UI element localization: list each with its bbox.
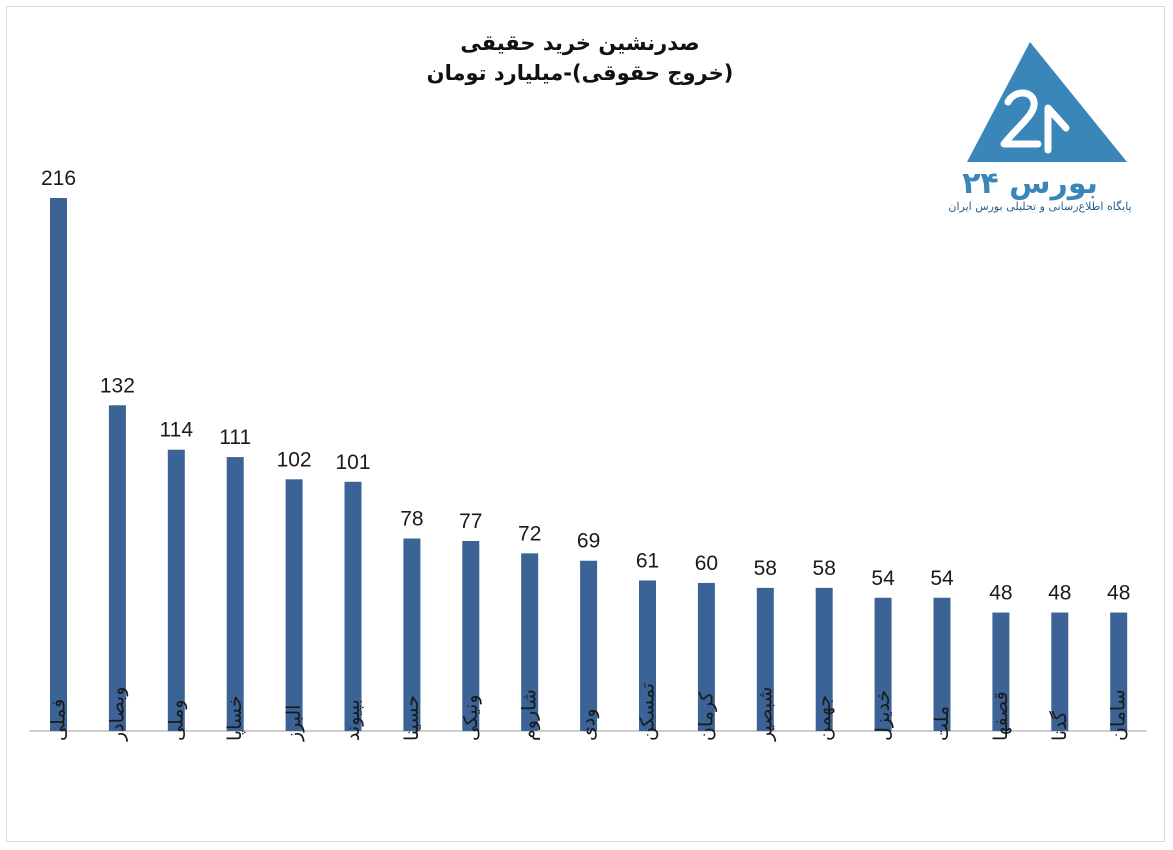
bar-7 <box>462 540 480 731</box>
data-label-12: 58 <box>754 557 777 580</box>
bar-17 <box>1051 612 1069 731</box>
category-label-16: قصفها <box>990 691 1012 741</box>
category-label-15: ملت <box>931 706 953 741</box>
bar-3 <box>226 457 244 731</box>
bar-18 <box>1110 612 1128 731</box>
bourse24-logo: بورس ۲۴ پایگاه اطلاع‌رسانی و تحلیلی بورس… <box>930 38 1160 218</box>
data-label-9: 69 <box>577 530 600 553</box>
bar-5 <box>344 481 362 731</box>
bar-10 <box>639 580 656 731</box>
data-label-10: 61 <box>636 549 659 572</box>
bar-0 <box>50 198 67 731</box>
data-label-2: 114 <box>160 419 194 442</box>
data-label-14: 54 <box>871 567 895 590</box>
data-label-17: 48 <box>1048 582 1071 605</box>
category-label-7: ونیکی <box>460 694 482 741</box>
bar-14 <box>874 597 892 731</box>
bars-group: 216 فملی 132 وبصادر 114 وملی 111 خساپا 102 البرز 1… <box>41 167 1130 742</box>
bar-9 <box>580 560 598 731</box>
bar-8 <box>521 553 539 731</box>
data-label-15: 54 <box>930 567 954 590</box>
logo-triangle-icon <box>967 42 1127 162</box>
category-label-17: گدنا <box>1048 710 1071 741</box>
data-label-5: 101 <box>335 451 370 474</box>
category-label-11: کرمان <box>695 691 717 741</box>
bar-2 <box>167 449 185 731</box>
category-label-14: خدیزل <box>872 690 894 741</box>
bar-16 <box>992 612 1010 731</box>
data-label-6: 78 <box>400 508 423 531</box>
category-label-3: خساپا <box>224 695 246 741</box>
bar-15 <box>933 597 951 731</box>
category-label-8: شاروم <box>519 689 541 741</box>
data-label-4: 102 <box>277 448 312 471</box>
category-label-0: فملی <box>48 699 70 741</box>
logo-tagline: پایگاه اطلاع‌رسانی و تحلیلی بورس ایران <box>948 200 1132 213</box>
bar-4 <box>285 479 303 731</box>
category-label-4: البرز <box>283 705 305 742</box>
category-label-6: حسینا <box>401 695 423 741</box>
bar-6 <box>403 538 421 731</box>
bar-11 <box>697 582 715 731</box>
data-label-8: 72 <box>518 522 541 545</box>
category-label-9: ودی <box>578 708 600 741</box>
category-label-12: شبصیر <box>754 687 776 742</box>
category-label-5: بپیوند <box>342 699 364 741</box>
category-label-1: وبصادر <box>106 687 128 742</box>
bar-1 <box>108 405 126 731</box>
category-label-10: تمسکن <box>637 683 659 741</box>
data-label-0: 216 <box>41 167 76 190</box>
data-label-7: 77 <box>459 510 482 533</box>
chart-title-block: صدرنشین خرید حقیقی (خروج حقوقی)-میلیارد … <box>380 28 780 88</box>
category-label-18: سامان <box>1108 689 1130 741</box>
chart-subtitle: (خروج حقوقی)-میلیارد تومان <box>426 61 734 85</box>
data-label-18: 48 <box>1107 582 1130 605</box>
data-label-1: 132 <box>100 374 135 397</box>
data-label-3: 111 <box>219 426 251 449</box>
data-label-13: 58 <box>813 557 836 580</box>
bar-13 <box>815 587 833 731</box>
category-label-2: وملی <box>165 700 187 741</box>
logo-wordmark: بورس ۲۴ <box>962 166 1098 201</box>
bar-12 <box>756 587 774 731</box>
data-label-16: 48 <box>989 582 1012 605</box>
chart-title: صدرنشین خرید حقیقی <box>460 31 700 55</box>
data-label-11: 60 <box>695 552 718 575</box>
category-label-13: جهمن <box>813 695 835 741</box>
